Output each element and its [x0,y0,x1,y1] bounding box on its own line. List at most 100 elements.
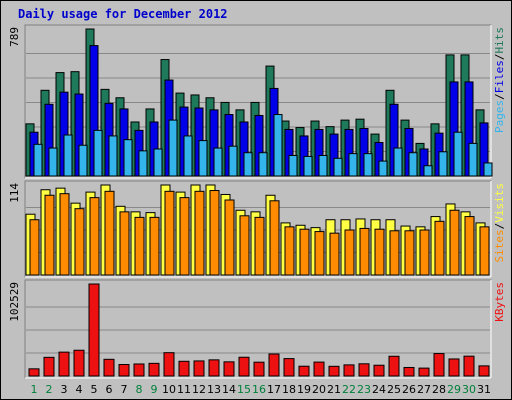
bar-sites-day-1 [29,219,40,276]
bar-kbytes-day-6 [103,358,115,377]
panel-kbytes [24,279,492,379]
max-label-hits_files_pages: 789 [8,27,21,47]
legend-hits_files_pages: Pages/Files/Hits [493,27,506,133]
x-tick-label-day-6: 6 [106,383,113,396]
bar-sites-day-3 [59,193,70,276]
bar-kbytes-day-1 [28,368,40,377]
bar-kbytes-day-8 [133,363,145,377]
legend-hits: Hits [493,27,506,54]
x-tick-label-day-2: 2 [46,383,53,396]
bar-pages-day-21 [333,157,343,177]
bar-sites-day-9 [149,216,160,276]
legend-pages: Pages [493,100,506,133]
bar-pages-day-12 [198,140,208,177]
bar-pages-day-3 [63,134,73,177]
bar-pages-day-26 [408,152,418,177]
bar-sites-day-26 [404,230,415,276]
x-tick-label-day-15: 15 [237,383,251,396]
x-tick-label-day-30: 30 [462,383,476,396]
bar-sites-day-25 [389,230,400,276]
x-tick-label-day-28: 28 [432,383,446,396]
legend-kbytes: KBytes [493,282,506,322]
x-tick-label-day-7: 7 [121,383,128,396]
bar-kbytes-day-11 [178,360,190,377]
max-label-visits_sites: 114 [8,183,21,203]
x-tick-label-day-26: 26 [402,383,416,396]
x-tick-label-day-29: 29 [447,383,461,396]
bar-sites-day-10 [164,190,175,276]
bar-kbytes-day-20 [313,361,325,377]
bar-pages-day-11 [183,135,193,177]
bar-kbytes-day-27 [418,367,430,377]
bar-pages-day-8 [138,150,148,177]
bar-kbytes-day-4 [73,349,85,377]
bar-kbytes-day-17 [268,353,280,377]
bar-pages-day-23 [363,153,373,177]
bar-sites-day-29 [449,209,460,276]
x-tick-label-day-5: 5 [91,383,98,396]
bar-sites-day-14 [224,199,235,276]
bar-pages-day-25 [393,147,403,177]
bar-sites-day-17 [269,200,280,276]
bar-sites-day-27 [419,229,430,276]
x-tick-label-day-22: 22 [342,383,356,396]
bar-pages-day-14 [228,145,238,177]
bar-sites-day-6 [104,190,115,276]
bar-sites-day-7 [119,211,130,276]
bar-kbytes-day-31 [478,365,490,377]
bar-sites-day-15 [239,215,250,276]
legend-kbytes: KBytes [493,282,506,322]
bar-kbytes-day-14 [223,361,235,377]
x-tick-label-day-9: 9 [151,383,158,396]
bar-sites-day-2 [44,194,55,276]
bar-sites-day-20 [314,231,325,276]
bar-kbytes-day-9 [148,362,160,377]
x-tick-label-day-18: 18 [282,383,296,396]
bar-kbytes-day-19 [298,365,310,377]
bar-pages-day-9 [153,148,163,177]
bar-kbytes-day-10 [163,352,175,377]
bar-pages-day-27 [423,165,433,177]
legend-separator: / [493,54,506,61]
x-tick-label-day-24: 24 [372,383,386,396]
bar-sites-day-5 [89,197,100,276]
x-tick-label-day-4: 4 [76,383,83,396]
x-tick-label-day-12: 12 [192,383,206,396]
bar-pages-day-5 [93,129,103,177]
bar-sites-day-21 [329,232,340,276]
legend-visits_sites: Sites/Visits [493,183,506,263]
bar-kbytes-day-21 [328,365,340,377]
bar-sites-day-19 [299,228,310,276]
x-tick-label-day-21: 21 [327,383,341,396]
bar-kbytes-day-28 [433,353,445,377]
bar-kbytes-day-15 [238,356,250,377]
bar-kbytes-day-25 [388,355,400,377]
bar-sites-day-11 [179,197,190,276]
bar-kbytes-day-30 [463,355,475,377]
bar-sites-day-31 [479,226,490,276]
x-tick-label-day-11: 11 [177,383,191,396]
chart-title: Daily usage for December 2012 [18,7,228,21]
legend-visits: Visits [493,183,506,223]
bar-kbytes-day-13 [208,359,220,377]
x-tick-label-day-1: 1 [31,383,38,396]
x-tick-label-day-25: 25 [387,383,401,396]
bar-pages-day-20 [318,155,328,177]
bar-pages-day-28 [438,151,448,177]
bar-pages-day-19 [303,155,313,177]
bar-kbytes-day-24 [373,364,385,377]
bar-pages-day-2 [48,147,58,177]
bar-kbytes-day-29 [448,358,460,377]
x-tick-label-day-31: 31 [477,383,491,396]
bar-pages-day-16 [258,152,268,177]
bar-pages-day-15 [243,152,253,177]
x-tick-label-day-19: 19 [297,383,311,396]
bar-sites-day-22 [344,229,355,276]
x-tick-label-day-14: 14 [222,383,236,396]
bar-kbytes-day-22 [343,364,355,377]
bar-sites-day-28 [434,220,445,276]
bar-kbytes-day-23 [358,363,370,377]
bar-sites-day-23 [359,227,370,276]
x-tick-label-day-3: 3 [61,383,68,396]
